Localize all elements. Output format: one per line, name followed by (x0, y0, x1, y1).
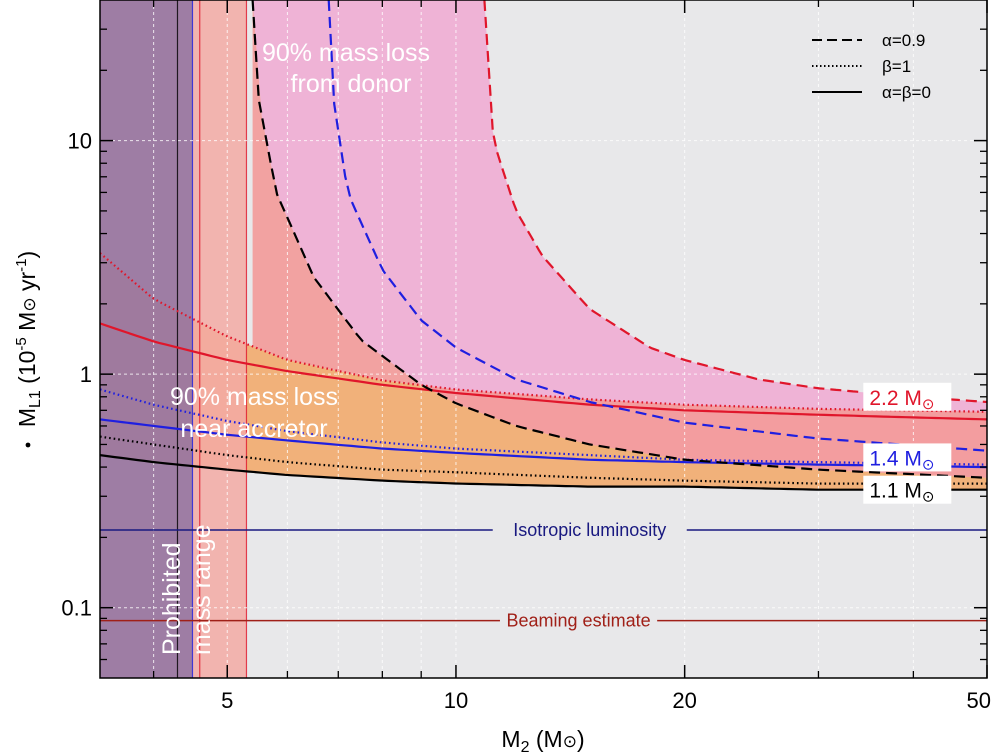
y-axis-label: ML1 (10-5 M⊙ yr-1) (13, 251, 44, 427)
curve-black-dashed (251, 0, 987, 479)
prohibited-annotation-line1: Prohibited (158, 542, 186, 655)
curve-red-dotted (100, 252, 987, 413)
curve-label-sun-black: ⊙ (922, 489, 935, 506)
y-axis-dot-accent (25, 442, 31, 448)
curve-label-bg-blue (863, 443, 952, 472)
horizontal-reference-lines: Isotropic luminosity Beaming estimate (100, 520, 987, 631)
curve-red-solid (100, 322, 987, 421)
grid-lines (100, 0, 987, 678)
y-tick-label: 0.1 (61, 596, 92, 621)
accretor-annotation: 90% mass loss near accretor (170, 383, 338, 443)
accretor-annotation-line1: 90% mass loss (170, 383, 338, 411)
curve-label-mass-black: 1.1 M (869, 480, 922, 503)
beaming-label-bg (499, 611, 658, 630)
curve-label-red: 2.2 M⊙ (869, 387, 934, 413)
curve-label-black: 1.1 M⊙ (869, 480, 934, 506)
curve-label-mass-red: 2.2 M (869, 387, 922, 410)
x-axis-label-subscript: 2 (521, 739, 530, 755)
x-tick-label: 20 (672, 688, 696, 713)
curve-label-mass-blue: 1.4 M (869, 447, 922, 470)
plot-frame (99, 0, 988, 679)
accretor-annotation-line2: near accretor (180, 415, 327, 443)
legend-label-dotted: β=1 (882, 57, 911, 76)
x-axis-label-symbol: M (501, 726, 520, 752)
donor-annotation: 90% mass loss from donor (262, 39, 430, 98)
svg-text:ML1 (10-5 M⊙ yr-1): ML1 (10-5 M⊙ yr-1) (13, 251, 44, 427)
x-axis-label-unit: (M (529, 726, 562, 752)
x-tick-label: 50 (967, 688, 991, 713)
curve-label-sun-red: ⊙ (922, 396, 935, 413)
legend: α=0.9 β=1 α=β=0 (812, 31, 931, 102)
curve-blue-dashed (327, 0, 987, 452)
curve-blue-dotted (100, 388, 987, 466)
y-axis-label-exponent2: -1 (13, 259, 30, 272)
x-axis-label-close: ) (577, 726, 585, 752)
neutron-star-band (192, 0, 247, 678)
y-axis-label-exponent: -5 (13, 337, 30, 350)
donor-annotation-line1: 90% mass loss (262, 39, 430, 67)
curve-black-solid (100, 454, 987, 491)
axis-ticks: 5 10 20 50 0.1 1 10 (61, 0, 991, 713)
isotropic-label: Isotropic luminosity (513, 520, 666, 540)
y-axis-label-close: ) (14, 251, 40, 259)
curve-label-bg-black (863, 475, 952, 504)
shaded-regions (100, 0, 987, 490)
curve-black-dotted (100, 435, 987, 485)
legend-label-dashed: α=0.9 (882, 31, 925, 50)
mass-curves: 2.2 M⊙1.4 M⊙1.1 M⊙ (100, 0, 987, 506)
y-tick-label: 1 (80, 362, 92, 387)
y-axis-label-mid2: M (14, 312, 40, 338)
y-axis-label-subscript: L1 (27, 390, 44, 408)
x-tick-label: 10 (444, 688, 468, 713)
x-axis-label: M2 (M⊙) (501, 726, 584, 755)
x-axis-sun-symbol: ⊙ (563, 732, 577, 751)
curve-label-bg-red (863, 382, 952, 411)
overlap-region (252, 0, 987, 478)
curve-label-blue: 1.4 M⊙ (869, 447, 934, 473)
donor-region (252, 0, 987, 478)
prohibited-annotation: Prohibited mass range (158, 524, 216, 655)
y-axis-label-unit: yr (14, 272, 40, 298)
beaming-label: Beaming estimate (507, 611, 651, 631)
prohibited-annotation-line2: mass range (188, 524, 216, 655)
y-axis-sun-symbol: ⊙ (20, 297, 39, 311)
y-axis-label-mid: (10 (14, 351, 40, 391)
y-tick-label: 10 (68, 129, 92, 154)
donor-annotation-line2: from donor (291, 70, 412, 98)
x-tick-label: 5 (221, 688, 233, 713)
curve-blue-solid (100, 418, 987, 469)
isotropic-label-bg (492, 521, 687, 540)
curve-label-sun-blue: ⊙ (922, 456, 935, 473)
legend-label-solid: α=β=0 (882, 83, 931, 102)
y-axis-label-symbol: M (14, 408, 40, 427)
